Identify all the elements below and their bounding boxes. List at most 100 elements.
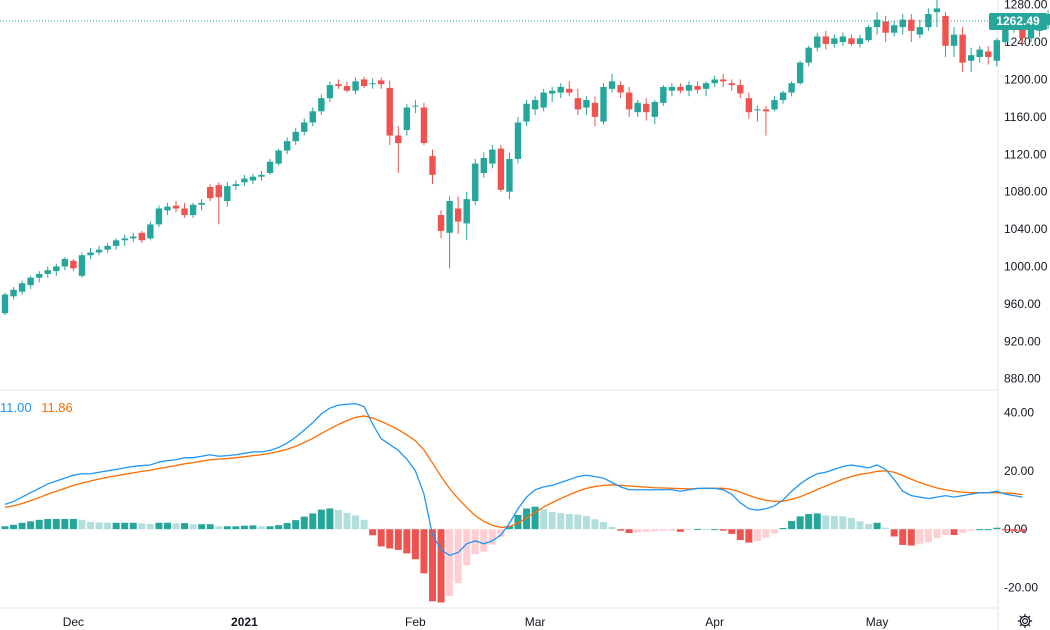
candle-body <box>694 86 701 90</box>
price-tick-label: 920.00 <box>1004 334 1041 348</box>
candle-body <box>78 255 86 276</box>
macd-histogram-bar <box>454 529 462 584</box>
candle-body <box>437 215 445 231</box>
macd-histogram-bar <box>676 529 684 532</box>
candle-body <box>480 158 487 173</box>
time-tick-label: 2021 <box>231 615 258 629</box>
price-tick-label: 960.00 <box>1004 297 1041 311</box>
candle-body <box>378 80 385 85</box>
macd-histogram-bar <box>574 514 582 530</box>
macd-histogram-bar <box>463 529 471 566</box>
macd-histogram-bar <box>334 509 342 530</box>
time-tick-label: Dec <box>63 615 84 629</box>
time-tick-label: May <box>866 615 889 629</box>
macd-histogram-bar <box>668 529 676 531</box>
macd-histogram-bar <box>480 529 488 552</box>
candle-body <box>660 86 667 103</box>
candle-body <box>1019 27 1026 39</box>
macd-histogram-bar <box>10 524 18 530</box>
macd-histogram-bar <box>497 529 505 537</box>
macd-histogram-bar <box>27 521 35 530</box>
macd-histogram-bar <box>916 529 924 544</box>
candle-body <box>942 15 949 46</box>
macd-histogram-bar <box>87 521 94 530</box>
candle-body <box>925 14 932 28</box>
candle-body <box>283 141 291 151</box>
macd-histogram-bar <box>771 529 778 534</box>
candle-body <box>737 85 744 94</box>
candle-body <box>446 201 453 233</box>
candle-body <box>549 90 556 94</box>
candle-body <box>600 86 607 122</box>
candle-body <box>309 111 316 123</box>
macd-histogram-bar <box>275 525 283 530</box>
candle-body <box>1027 27 1035 39</box>
candle-body <box>472 163 479 202</box>
candle-body <box>207 186 214 199</box>
macd-histogram-bar <box>984 529 992 531</box>
gear-icon[interactable] <box>1016 612 1034 630</box>
macd-histogram-bar <box>651 529 659 532</box>
candle-body <box>950 34 958 46</box>
macd-histogram-bar <box>933 529 941 539</box>
macd-histogram-bar <box>736 529 744 540</box>
candle-body <box>326 85 334 99</box>
candle-body <box>360 79 368 87</box>
candle-body <box>241 178 248 183</box>
candle-body <box>27 277 34 286</box>
candle-body <box>10 289 17 297</box>
candle-body <box>754 109 761 111</box>
price-tick-label: 1160.00 <box>1004 110 1047 124</box>
macd-histogram-bar <box>155 522 163 530</box>
macd-histogram-bar <box>163 522 171 530</box>
macd-histogram-bar <box>266 526 274 530</box>
candle-body <box>720 79 727 82</box>
macd-histogram-bar <box>548 511 556 530</box>
macd-histogram-bar <box>352 515 360 530</box>
macd-histogram-bar <box>309 513 317 530</box>
macd-histogram-bar <box>745 529 753 543</box>
last-price-badge: 1262.49 <box>989 12 1047 30</box>
macd-histogram-bar <box>300 516 308 530</box>
macd-histogram-bar <box>394 529 402 550</box>
candle-body <box>814 36 821 48</box>
macd-histogram-bar <box>377 529 385 547</box>
candle-body <box>839 36 847 43</box>
macd-histogram-bar <box>360 519 368 530</box>
candle-body <box>985 51 992 58</box>
price-tick-label: 880.00 <box>1004 372 1041 386</box>
candle-body <box>198 202 205 205</box>
macd-histogram-bar <box>959 529 967 533</box>
candle-body <box>506 158 513 192</box>
macd-histogram-bar <box>899 529 907 545</box>
candle-body <box>70 260 77 269</box>
macd-histogram-bar <box>446 529 454 597</box>
candle-body <box>908 19 915 31</box>
candle-body <box>147 224 154 239</box>
candle-body <box>1044 14 1050 26</box>
candle-body <box>899 19 906 28</box>
candle-body <box>822 36 829 44</box>
candle-body <box>164 206 171 211</box>
macd-histogram-bar <box>35 519 43 530</box>
candle-body <box>266 161 274 173</box>
macd-histogram-bar <box>882 527 890 530</box>
macd-histogram-bar <box>223 526 231 530</box>
macd-histogram-bar <box>198 524 206 530</box>
macd-histogram-bar <box>865 523 873 530</box>
macd-histogram-bar <box>779 528 787 530</box>
macd-histogram-bar <box>283 523 291 530</box>
candle-body <box>130 236 137 239</box>
macd-histogram-bar <box>531 506 539 530</box>
candle-body <box>18 283 26 292</box>
time-tick-label: Apr <box>705 615 724 629</box>
candle-body <box>189 204 197 216</box>
candle-body <box>44 270 51 274</box>
candle-body <box>608 81 616 89</box>
candle-body <box>634 102 641 113</box>
candle-body <box>343 86 351 91</box>
candle-body <box>301 122 308 132</box>
candle-body <box>497 148 505 190</box>
macd-histogram-bar <box>129 522 137 530</box>
